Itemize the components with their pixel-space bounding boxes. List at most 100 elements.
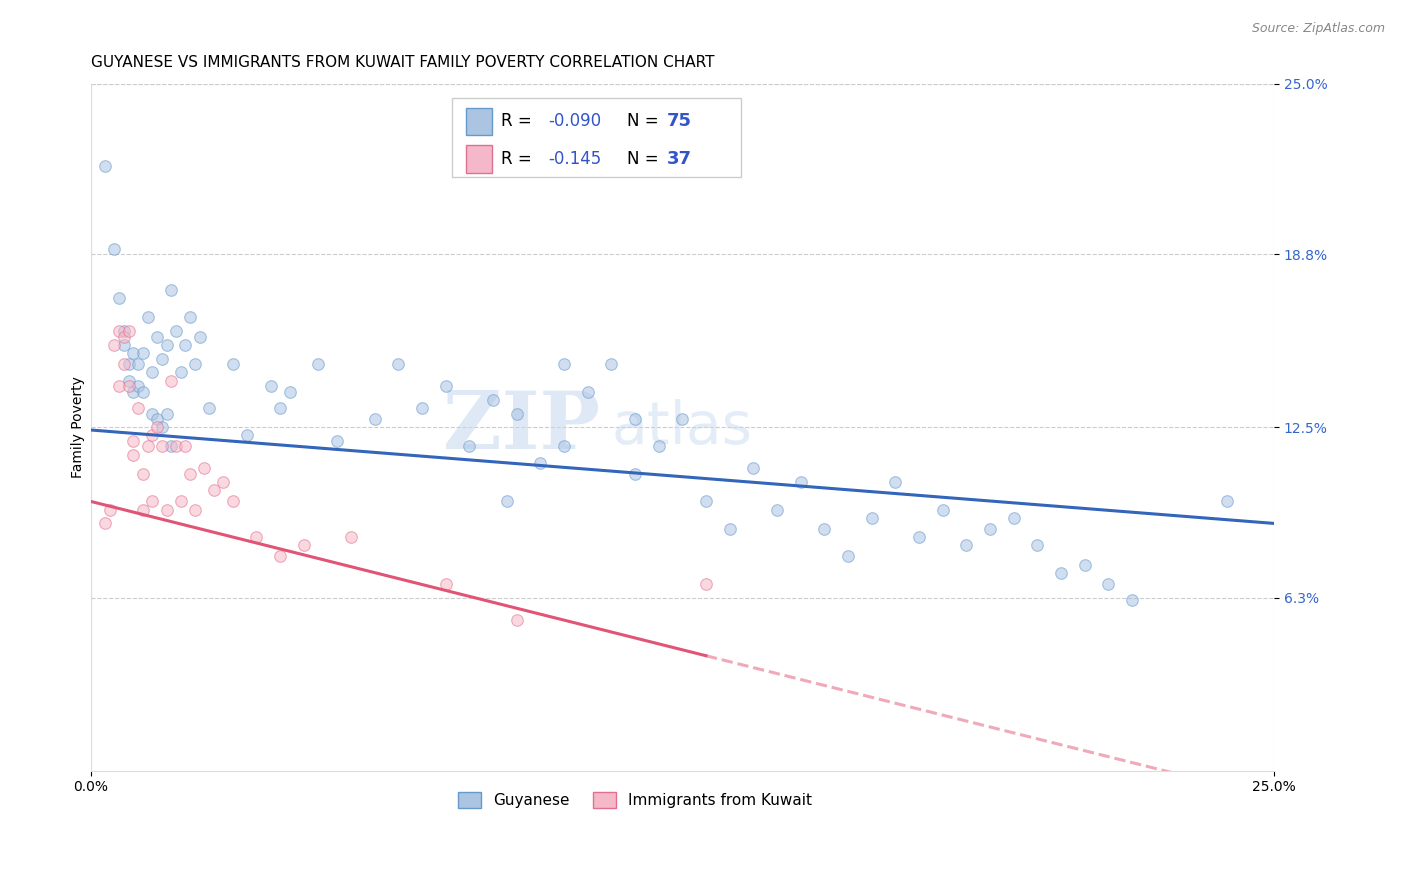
Point: [1026, 538, 1049, 552]
Point: [94, 516, 117, 531]
Point: [118, 357, 141, 371]
Point: [118, 324, 141, 338]
Legend: Guyanese, Immigrants from Kuwait: Guyanese, Immigrants from Kuwait: [453, 787, 818, 814]
Point: [198, 401, 221, 415]
Point: [122, 448, 145, 462]
Point: [160, 283, 183, 297]
Text: -0.145: -0.145: [548, 150, 602, 169]
Point: [184, 502, 207, 516]
Point: [146, 420, 169, 434]
Point: [671, 412, 693, 426]
Point: [103, 242, 125, 256]
Point: [1097, 577, 1119, 591]
Point: [155, 407, 177, 421]
Point: [1121, 593, 1143, 607]
Point: [576, 384, 599, 399]
Point: [269, 549, 291, 564]
Point: [160, 374, 183, 388]
Text: -0.090: -0.090: [548, 112, 602, 130]
Point: [118, 374, 141, 388]
Point: [908, 530, 931, 544]
Point: [150, 420, 173, 434]
Point: [160, 440, 183, 454]
Point: [122, 434, 145, 448]
Point: [141, 494, 163, 508]
Text: R =: R =: [502, 112, 537, 130]
Point: [146, 329, 169, 343]
Point: [141, 407, 163, 421]
Point: [179, 310, 201, 325]
Point: [979, 522, 1001, 536]
Point: [742, 461, 765, 475]
Point: [132, 346, 155, 360]
Text: ZIP: ZIP: [443, 388, 599, 467]
Point: [155, 502, 177, 516]
Point: [112, 338, 135, 352]
Point: [141, 428, 163, 442]
FancyBboxPatch shape: [465, 108, 492, 135]
Point: [766, 502, 789, 516]
Point: [179, 467, 201, 481]
Point: [112, 329, 135, 343]
Point: [482, 392, 505, 407]
Point: [132, 384, 155, 399]
FancyBboxPatch shape: [465, 145, 492, 173]
Point: [170, 494, 193, 508]
Text: 37: 37: [666, 150, 692, 169]
Point: [103, 338, 125, 352]
FancyBboxPatch shape: [451, 97, 741, 177]
Point: [112, 324, 135, 338]
Text: R =: R =: [502, 150, 537, 169]
Point: [1215, 494, 1237, 508]
Point: [150, 440, 173, 454]
Y-axis label: Family Poverty: Family Poverty: [72, 376, 86, 478]
Point: [108, 324, 131, 338]
Point: [259, 379, 281, 393]
Text: GUYANESE VS IMMIGRANTS FROM KUWAIT FAMILY POVERTY CORRELATION CHART: GUYANESE VS IMMIGRANTS FROM KUWAIT FAMIL…: [91, 55, 714, 70]
Point: [600, 357, 623, 371]
Point: [245, 530, 267, 544]
Point: [212, 475, 235, 490]
Point: [1002, 511, 1025, 525]
Point: [222, 357, 245, 371]
Text: N =: N =: [627, 150, 664, 169]
Point: [553, 357, 575, 371]
Point: [326, 434, 349, 448]
Point: [112, 357, 135, 371]
Point: [132, 467, 155, 481]
Point: [146, 412, 169, 426]
Point: [931, 502, 953, 516]
Point: [506, 613, 529, 627]
Point: [529, 456, 551, 470]
Point: [387, 357, 409, 371]
Point: [150, 351, 173, 366]
Point: [695, 577, 717, 591]
Point: [193, 461, 215, 475]
Point: [364, 412, 387, 426]
Point: [496, 494, 519, 508]
Point: [236, 428, 259, 442]
Point: [188, 329, 211, 343]
Point: [506, 407, 529, 421]
Point: [127, 401, 149, 415]
Text: 75: 75: [666, 112, 692, 130]
Point: [307, 357, 329, 371]
Point: [202, 483, 225, 498]
Point: [278, 384, 301, 399]
Point: [108, 291, 131, 305]
Point: [155, 338, 177, 352]
Point: [132, 502, 155, 516]
Point: [165, 440, 187, 454]
Point: [789, 475, 811, 490]
Point: [98, 502, 121, 516]
Point: [292, 538, 315, 552]
Point: [837, 549, 859, 564]
Point: [955, 538, 977, 552]
Point: [165, 324, 187, 338]
Point: [553, 440, 575, 454]
Point: [458, 440, 481, 454]
Point: [122, 384, 145, 399]
Point: [127, 357, 149, 371]
Point: [184, 357, 207, 371]
Text: N =: N =: [627, 112, 664, 130]
